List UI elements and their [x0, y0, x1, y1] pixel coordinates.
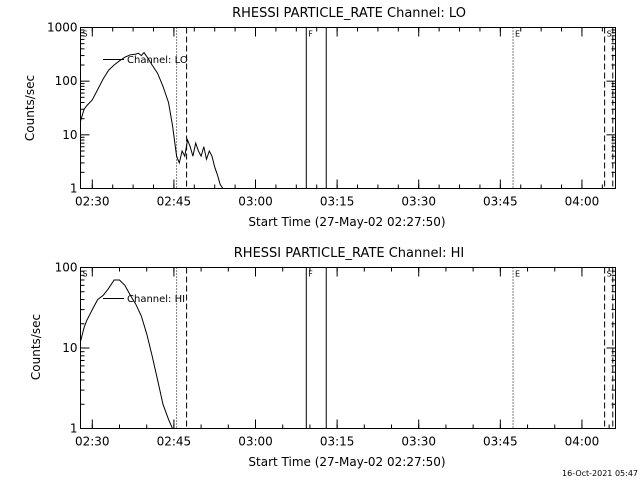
panel-hi: RHESSI PARTICLE_RATE Channel: HI 110100 … — [29, 246, 616, 469]
x-axis-label-lo: Start Time (27-May-02 02:27:50) — [248, 215, 445, 229]
y-tick-label: 10 — [62, 128, 77, 142]
event-marker-label: S — [83, 30, 88, 39]
x-tick-label: 03:30 — [401, 435, 436, 449]
x-tick-label: 03:45 — [483, 435, 518, 449]
x-tick-label: 02:30 — [75, 195, 110, 209]
x-tick-label: 02:45 — [157, 435, 192, 449]
series-line-lo — [80, 51, 240, 189]
x-tick-label: 03:30 — [401, 195, 436, 209]
x-tick-label: 03:15 — [320, 195, 355, 209]
event-marker-label: F — [308, 30, 313, 39]
x-tick-label: 04:00 — [565, 195, 600, 209]
event-marker-label: S — [607, 30, 612, 39]
legend-lo: Channel: LO — [103, 55, 188, 66]
x-ticks-lo: 02:30 02:45 03:00 03:15 03:30 03:45 04:00 — [75, 27, 603, 209]
panel-lo: RHESSI PARTICLE_RATE Channel: LO 1101001… — [23, 6, 616, 229]
y-tick-label: 100 — [55, 74, 78, 88]
chart-title-hi: RHESSI PARTICLE_RATE Channel: HI — [234, 246, 464, 261]
footer-date: 16-Oct-2021 05:47 — [562, 469, 638, 478]
y-tick-label: 1 — [70, 422, 78, 436]
y-tick-label: 100 — [55, 261, 78, 275]
legend-hi: Channel: HI — [103, 294, 185, 305]
event-marker-label: E — [515, 30, 520, 39]
y-tick-label: 1000 — [47, 21, 78, 35]
y-axis-label-hi: Counts/sec — [29, 314, 43, 380]
plot-frame-lo — [80, 27, 616, 189]
x-axis-label-hi: Start Time (27-May-02 02:27:50) — [248, 455, 445, 469]
y-axis-label-lo: Counts/sec — [23, 75, 37, 141]
x-tick-label: 03:00 — [238, 435, 273, 449]
x-tick-label: 04:00 — [565, 435, 600, 449]
event-marker-label: S — [83, 270, 88, 279]
event-marker-label: S — [607, 270, 612, 279]
x-tick-label: 02:30 — [75, 435, 110, 449]
legend-label-hi: Channel: HI — [127, 294, 185, 305]
x-tick-label: 03:00 — [238, 195, 273, 209]
series-line-hi — [80, 279, 174, 429]
x-tick-label: 03:15 — [320, 435, 355, 449]
event-marker-label: F — [308, 270, 313, 279]
y-ticks-lo: 1 10 100 1000 — [47, 21, 616, 196]
event-marker-label: E — [515, 270, 520, 279]
x-tick-label: 02:45 — [157, 195, 192, 209]
y-tick-label: 10 — [62, 341, 77, 355]
x-ticks-hi: 02:30 02:45 03:00 03:15 03:30 03:45 04:00 — [75, 267, 610, 449]
y-tick-label: 1 — [70, 182, 78, 196]
chart-title-lo: RHESSI PARTICLE_RATE Channel: LO — [232, 6, 466, 21]
y-ticks-hi: 1 10 100 — [55, 261, 616, 436]
x-tick-label: 03:45 — [483, 195, 518, 209]
legend-label-lo: Channel: LO — [127, 55, 188, 66]
